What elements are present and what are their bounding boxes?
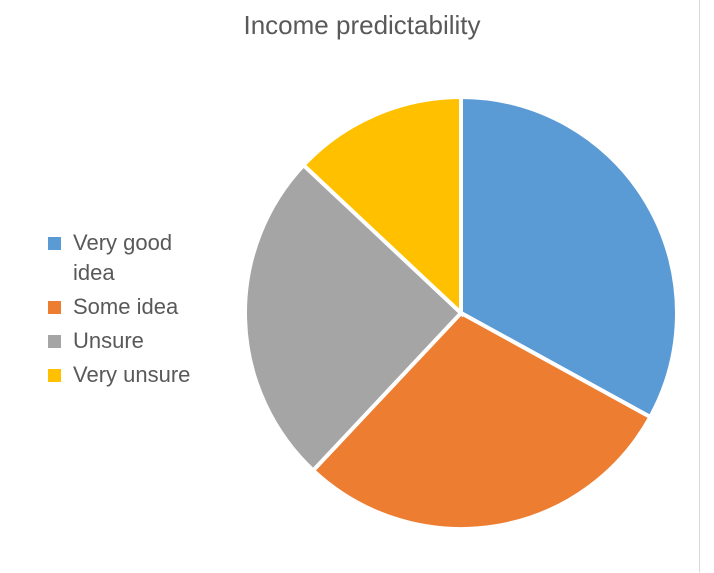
chart-title: Income predictability xyxy=(243,10,481,40)
legend-item-unsure: Unsure xyxy=(48,326,238,356)
pie-slice-some-idea xyxy=(310,310,653,531)
legend-swatch xyxy=(48,237,61,250)
legend-item-very-unsure: Very unsure xyxy=(48,360,238,390)
legend-label: Very good idea xyxy=(73,230,173,285)
legend-swatch xyxy=(48,335,61,348)
legend-item-some-idea: Some idea xyxy=(48,292,238,322)
legend-item-very-good-idea: Very good idea xyxy=(48,228,238,288)
legend-swatch xyxy=(48,369,61,382)
legend-swatch xyxy=(48,301,61,314)
legend-label: Unsure xyxy=(73,328,144,353)
pie-slice-very-good-idea xyxy=(459,94,679,420)
pie-slice-very-unsure xyxy=(300,94,463,318)
legend-label: Very unsure xyxy=(73,362,191,387)
legend: Very good idea Some idea Unsure Very uns… xyxy=(48,228,238,394)
pie-slice-unsure xyxy=(243,162,464,474)
legend-label: Some idea xyxy=(73,294,179,319)
